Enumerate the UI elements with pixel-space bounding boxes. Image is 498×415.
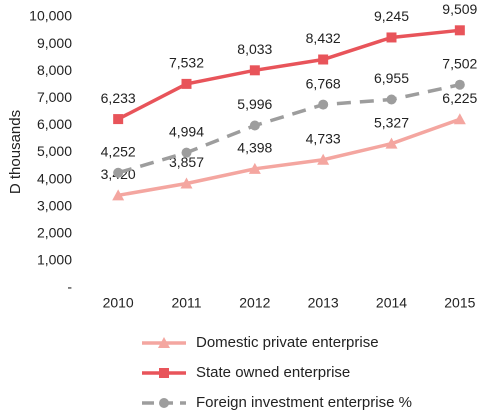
marker [112,189,125,201]
x-tick-label: 2013 [308,295,339,311]
x-tick-label: 2014 [376,295,407,311]
data-label: 9,245 [374,8,409,24]
data-label: 6,233 [101,90,136,106]
y-tick-label: 4,000 [37,170,72,186]
marker [454,25,465,36]
legend-label: Foreign investment enterprise % [196,394,412,411]
marker [386,94,397,105]
data-label: 4,398 [237,140,272,156]
x-tick-label: 2010 [103,295,134,311]
y-axis-label: D thousands [7,110,24,194]
y-tick-label: 10,000 [29,8,72,24]
data-label: 5,996 [237,96,272,112]
y-tick-label: 1,000 [37,252,72,268]
marker [318,54,329,65]
y-tick-label: 6,000 [37,116,72,132]
marker [249,120,260,131]
y-tick-label: 3,000 [37,197,72,213]
x-tick-label: 2011 [171,295,201,311]
data-label: 8,432 [306,30,341,46]
data-label: 3,857 [169,154,204,170]
marker [158,337,170,348]
marker [454,79,465,90]
series-line [117,82,461,175]
marker [159,368,169,378]
marker [318,99,329,110]
marker [181,78,192,89]
marker [385,137,398,149]
series-line [117,117,461,198]
marker [113,167,124,178]
marker [453,113,466,125]
marker [159,398,169,408]
legend-label: State owned enterprise [196,364,350,381]
x-tick-label: 2015 [444,295,475,311]
y-tick-label: 2,000 [37,225,72,241]
y-tick-label: 7,000 [37,89,72,105]
data-label: 4,733 [306,130,341,146]
series-line [117,28,461,121]
data-label: 6,768 [306,75,341,91]
data-label: 5,327 [374,114,409,130]
marker [249,65,260,76]
y-tick-label: 5,000 [37,143,72,159]
marker [248,162,261,174]
marker [386,32,397,43]
data-label: 7,532 [169,55,204,71]
data-label: 6,955 [374,70,409,86]
data-label: 4,252 [101,143,136,159]
data-label: 6,225 [442,90,477,106]
x-tick-label: 2012 [239,295,270,311]
marker [180,177,193,189]
data-label: 7,502 [442,55,477,71]
marker [317,153,330,165]
y-tick-label: 8,000 [37,62,72,78]
y-tick-label: - [67,279,72,295]
y-tick-label: 9,000 [37,35,72,51]
marker [181,147,192,158]
legend-label: Domestic private enterprise [196,334,379,351]
data-label: 8,033 [237,41,272,57]
marker [113,114,124,125]
data-label: 4,994 [169,123,204,139]
data-label: 9,509 [442,1,477,17]
